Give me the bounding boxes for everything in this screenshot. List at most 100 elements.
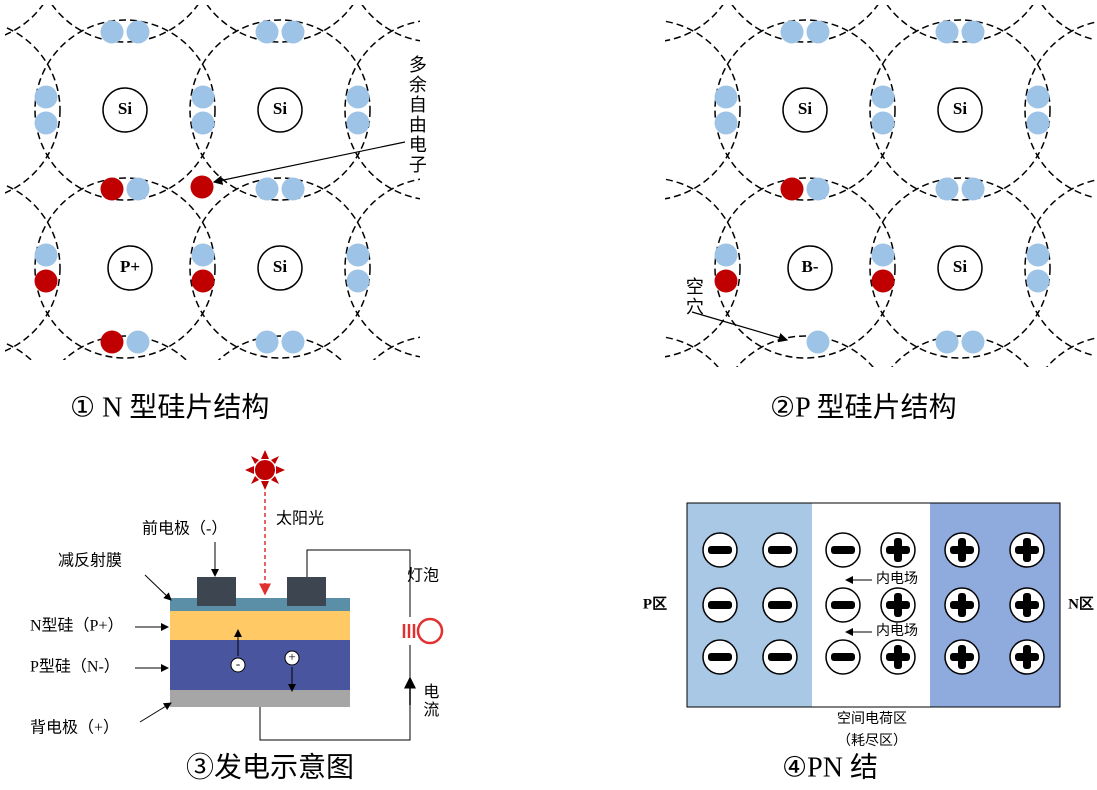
bond-orbit bbox=[5, 5, 44, 36]
bond-electron bbox=[1026, 243, 1050, 267]
free-electron bbox=[190, 175, 214, 199]
bond-orbit bbox=[344, 178, 420, 358]
sun bbox=[245, 450, 285, 490]
arrow bbox=[139, 702, 172, 723]
ion-bar bbox=[1023, 538, 1031, 562]
ion-bar bbox=[894, 645, 902, 669]
electron bbox=[191, 269, 215, 293]
label: 前电极（-） bbox=[142, 520, 227, 538]
atom bbox=[787, 245, 833, 291]
bond-electron bbox=[1026, 85, 1050, 109]
ion-bar bbox=[958, 538, 966, 562]
bond-electron bbox=[806, 330, 830, 354]
bond-electron bbox=[191, 243, 215, 267]
atom-label: Si bbox=[953, 99, 967, 118]
ion-bar bbox=[708, 653, 732, 661]
bond-electron bbox=[100, 20, 124, 44]
ion-bar bbox=[958, 645, 966, 669]
bond-electron bbox=[191, 111, 215, 135]
ion-bar bbox=[958, 593, 966, 617]
ion-bar bbox=[1023, 645, 1031, 669]
electron bbox=[100, 330, 124, 354]
bond-electron bbox=[126, 177, 150, 201]
atom bbox=[782, 87, 828, 133]
ion-bar bbox=[831, 601, 855, 609]
bond-electron bbox=[1026, 269, 1050, 293]
electrode bbox=[287, 577, 326, 606]
bond-electron bbox=[1026, 111, 1050, 135]
bond-electron bbox=[714, 111, 738, 135]
p-lattice: Si Si B- Si bbox=[665, 5, 1095, 367]
bond-orbit bbox=[714, 19, 896, 201]
ion-bar bbox=[1023, 593, 1031, 617]
bond-orbit bbox=[665, 336, 719, 367]
bond-electron bbox=[346, 243, 370, 267]
caption: ④PN 结 bbox=[782, 751, 878, 783]
atom-label: Si bbox=[118, 99, 132, 118]
bond-electron bbox=[961, 177, 985, 201]
bulb bbox=[402, 617, 444, 645]
arrow bbox=[144, 574, 172, 601]
bond-electron bbox=[281, 20, 305, 44]
atom bbox=[102, 87, 148, 133]
bond-electron bbox=[871, 243, 895, 267]
bond-orbit bbox=[1024, 21, 1095, 199]
bond-orbit bbox=[886, 5, 1034, 43]
bond-orbit bbox=[361, 5, 420, 42]
bond-orbit bbox=[34, 19, 216, 201]
bond-orbit bbox=[1041, 5, 1095, 41]
frame bbox=[686, 502, 1061, 708]
bond-orbit bbox=[736, 335, 874, 367]
atom-label: B- bbox=[802, 257, 819, 276]
atom bbox=[257, 87, 303, 133]
bond-electron bbox=[714, 243, 738, 267]
caption: ① N 型硅片结构 bbox=[70, 391, 269, 423]
label: （耗尽区） bbox=[837, 733, 907, 749]
bond-electron bbox=[126, 20, 150, 44]
atom-label: Si bbox=[953, 257, 967, 276]
electron bbox=[100, 177, 124, 201]
bond-electron bbox=[806, 20, 830, 44]
atom bbox=[107, 245, 153, 291]
bond-orbit bbox=[731, 5, 879, 43]
bond-electron bbox=[346, 85, 370, 109]
label: 灯泡 bbox=[407, 567, 439, 585]
n-lattice: Si Si P+ Si bbox=[5, 5, 420, 360]
bond-orbit bbox=[1024, 179, 1095, 357]
ion-bar bbox=[768, 601, 792, 609]
bond-orbit bbox=[891, 335, 1029, 367]
bond-orbit bbox=[344, 20, 420, 200]
generation-diagram: 太阳光 前电极（-） 灯泡 电流 减反射膜 N型硅（P+） P型硅（N-） 背电… bbox=[30, 450, 444, 783]
bond-electron bbox=[871, 111, 895, 135]
bond-electron bbox=[961, 20, 985, 44]
charge: + bbox=[288, 649, 295, 664]
bond-electron bbox=[806, 177, 830, 201]
atom-label: Si bbox=[273, 257, 287, 276]
annotation: 空穴 bbox=[684, 277, 704, 317]
pn-junction: P区 N区 内电场 内电场 空间电荷区 （耗尽区） ④PN 结 bbox=[643, 502, 1094, 783]
charge: - bbox=[236, 656, 240, 671]
bond-orbit bbox=[34, 177, 216, 359]
ion-bar bbox=[768, 653, 792, 661]
bond-electron bbox=[126, 330, 150, 354]
bond-orbit bbox=[51, 5, 199, 43]
bond-orbit bbox=[189, 177, 371, 359]
atom bbox=[937, 87, 983, 133]
bond-electron bbox=[935, 177, 959, 201]
bond-orbit bbox=[665, 178, 741, 358]
atom-label: Si bbox=[798, 99, 812, 118]
label: 空间电荷区 bbox=[837, 711, 907, 727]
electron bbox=[34, 269, 58, 293]
ion-bar bbox=[894, 593, 902, 617]
label: 内电场 bbox=[876, 571, 918, 587]
bond-orbit bbox=[189, 19, 371, 201]
bond-orbit bbox=[869, 19, 1051, 201]
hole bbox=[284, 650, 300, 666]
bond-electron bbox=[346, 111, 370, 135]
bond-electron bbox=[871, 85, 895, 109]
bond-electron bbox=[34, 111, 58, 135]
wire bbox=[306, 549, 411, 617]
atom bbox=[257, 245, 303, 291]
bond-electron bbox=[346, 269, 370, 293]
